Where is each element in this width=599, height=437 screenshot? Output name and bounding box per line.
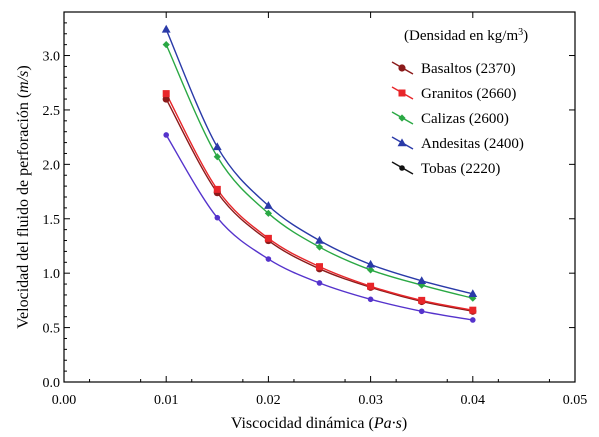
- series-markers: [161, 24, 478, 323]
- data-point-series-3: [417, 276, 427, 284]
- y-tick-label: 1.0: [43, 267, 61, 282]
- data-point-series-2: [315, 243, 324, 251]
- data-point-series-1: [367, 282, 375, 290]
- legend: Basaltos (2370) Granitos (2660) Calizas (2…: [391, 61, 524, 177]
- data-point-series-4: [316, 280, 323, 286]
- data-point-series-2: [264, 209, 272, 217]
- y-tick-label: 2.0: [43, 158, 61, 173]
- legend-marker: [399, 165, 405, 171]
- y-tick-label: 0.5: [43, 322, 61, 337]
- data-point-series-4: [470, 317, 476, 323]
- y-tick-label: 1.5: [43, 213, 61, 228]
- y-tick-label: 3.0: [43, 50, 61, 65]
- data-point-series-3: [468, 289, 478, 298]
- x-tick-label: 0.03: [358, 393, 383, 408]
- data-point-series-2: [162, 41, 170, 49]
- data-point-series-2: [367, 266, 375, 274]
- data-point-series-3: [264, 201, 273, 209]
- data-point-series-3: [212, 142, 222, 151]
- x-tick-label: 0.05: [563, 393, 588, 408]
- data-point-series-4: [418, 308, 425, 315]
- legend-label: Andesitas (2400): [421, 136, 524, 152]
- y-tick-label: 0.0: [43, 376, 61, 391]
- x-tick-label: 0.02: [256, 393, 281, 408]
- data-point-series-4: [367, 296, 374, 303]
- data-point-series-1: [469, 306, 477, 314]
- series-line-0: [165, 98, 473, 312]
- legend-marker: [397, 138, 407, 147]
- data-point-series-4: [214, 214, 221, 221]
- legend-label: Tobas (2220): [421, 161, 500, 177]
- data-point-series-1: [418, 296, 426, 304]
- y-tick-label: 2.5: [43, 104, 61, 119]
- data-point-series-2: [213, 153, 221, 161]
- x-tick-label: 0.01: [154, 393, 179, 408]
- legend-title: (Densidad en kg/m3): [404, 27, 528, 45]
- data-point-series-0: [162, 95, 170, 103]
- legend-label: Granitos (2660): [421, 86, 516, 102]
- legend-marker: [398, 114, 406, 122]
- data-point-series-1: [264, 234, 272, 242]
- x-tick-label: 0.00: [52, 393, 77, 408]
- data-point-series-2: [418, 281, 426, 289]
- legend-marker: [398, 64, 406, 72]
- legend-label: Basaltos (2370): [421, 61, 516, 77]
- data-point-series-3: [161, 24, 171, 33]
- data-point-series-1: [162, 90, 170, 98]
- data-point-series-1: [213, 185, 221, 193]
- axis-ticks: 0.00 0.01 0.02 0.03 0.04 0.05 0.0 0.5 1.0 1.5 2.0 2…: [43, 12, 588, 408]
- data-point-series-3: [315, 235, 324, 244]
- legend-marker: [398, 89, 406, 97]
- x-tick-label: 0.04: [461, 393, 486, 408]
- data-point-series-4: [163, 132, 169, 138]
- data-point-series-4: [265, 256, 272, 262]
- data-point-series-1: [316, 263, 323, 271]
- y-axis-title: Velocidad del fluido de perforación (m/s…: [15, 65, 32, 328]
- data-point-series-3: [366, 259, 375, 268]
- x-axis-title: Viscocidad dinámica (Pa·s): [231, 415, 407, 432]
- legend-label: Calizas (2600): [421, 111, 509, 127]
